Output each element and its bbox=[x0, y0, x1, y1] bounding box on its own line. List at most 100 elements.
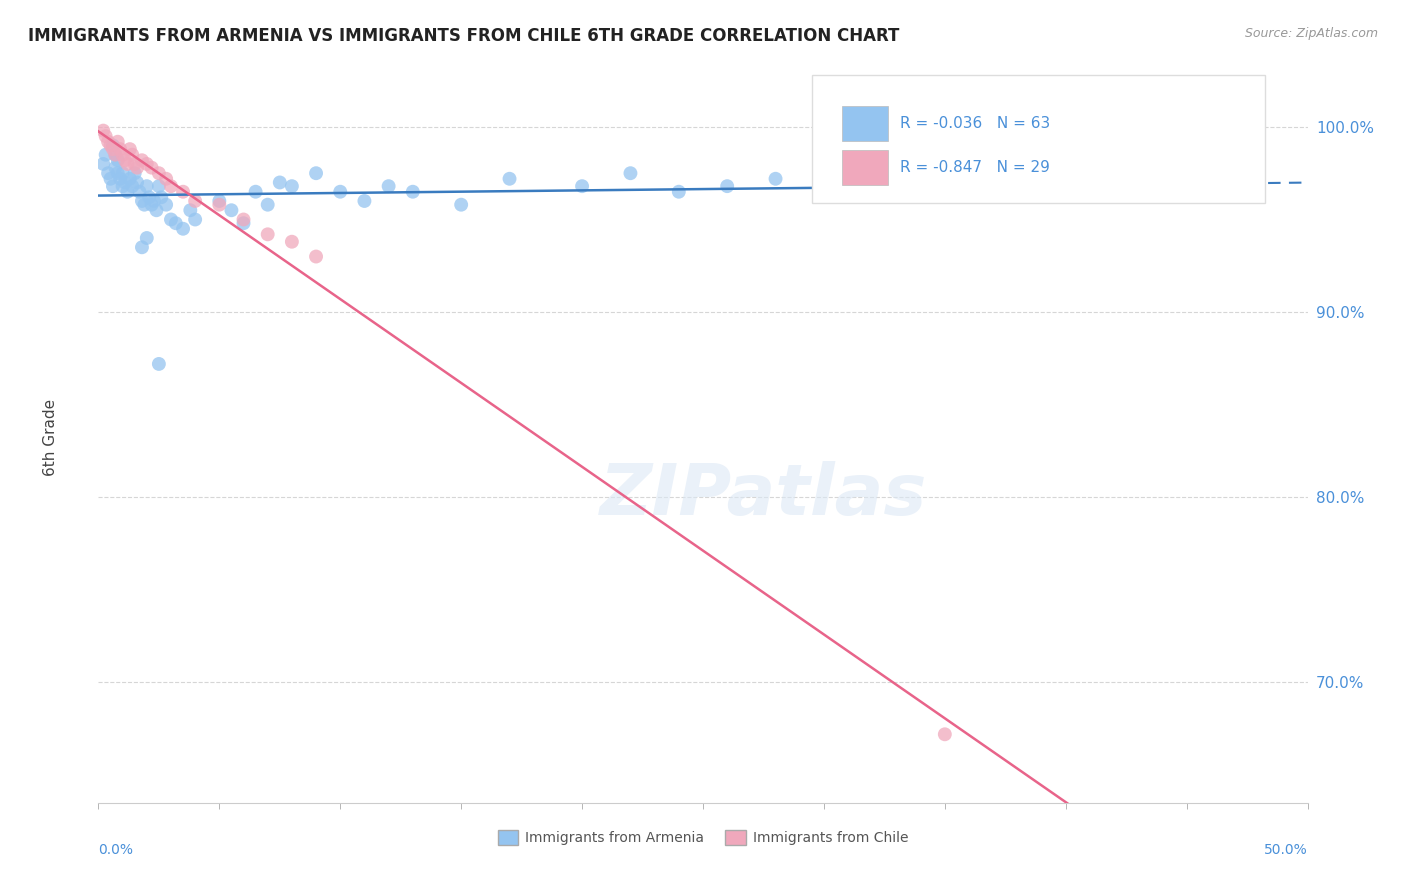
Point bbox=[145, 203, 167, 218]
Point bbox=[107, 153, 129, 168]
Point bbox=[141, 197, 163, 211]
Point bbox=[148, 179, 170, 194]
Point bbox=[232, 216, 254, 230]
Point bbox=[101, 142, 124, 156]
Point bbox=[91, 123, 114, 137]
Point bbox=[353, 194, 375, 208]
Point bbox=[104, 161, 127, 175]
Legend: Immigrants from Armenia, Immigrants from Chile: Immigrants from Armenia, Immigrants from… bbox=[492, 825, 914, 851]
Point bbox=[101, 138, 124, 153]
Point bbox=[121, 147, 143, 161]
Point bbox=[172, 185, 194, 199]
Point bbox=[124, 157, 146, 171]
Point bbox=[716, 179, 738, 194]
Point bbox=[114, 153, 136, 168]
Text: R = -0.847   N = 29: R = -0.847 N = 29 bbox=[900, 160, 1050, 175]
Point bbox=[100, 171, 122, 186]
Point bbox=[138, 190, 160, 204]
Point bbox=[131, 153, 153, 168]
Point bbox=[860, 176, 883, 190]
Point bbox=[377, 179, 399, 194]
Point bbox=[1199, 179, 1222, 194]
Point bbox=[1007, 166, 1029, 180]
Point bbox=[134, 197, 156, 211]
Point bbox=[619, 166, 641, 180]
Point bbox=[668, 185, 690, 199]
Bar bbox=[842, 106, 889, 141]
Point bbox=[281, 179, 304, 194]
Text: IMMIGRANTS FROM ARMENIA VS IMMIGRANTS FROM CHILE 6TH GRADE CORRELATION CHART: IMMIGRANTS FROM ARMENIA VS IMMIGRANTS FR… bbox=[28, 27, 900, 45]
Point bbox=[1102, 185, 1125, 199]
Bar bbox=[842, 150, 889, 185]
Point bbox=[127, 161, 149, 175]
Point bbox=[148, 166, 170, 180]
FancyBboxPatch shape bbox=[811, 75, 1265, 203]
Point bbox=[135, 179, 157, 194]
Point bbox=[111, 147, 134, 161]
Point bbox=[121, 179, 143, 194]
Point bbox=[131, 240, 153, 254]
Point bbox=[329, 185, 352, 199]
Point bbox=[934, 727, 956, 741]
Point bbox=[91, 157, 114, 171]
Point bbox=[104, 147, 127, 161]
Point bbox=[135, 231, 157, 245]
Point bbox=[232, 212, 254, 227]
Text: Source: ZipAtlas.com: Source: ZipAtlas.com bbox=[1244, 27, 1378, 40]
Point bbox=[135, 157, 157, 171]
Point bbox=[765, 171, 787, 186]
Point bbox=[450, 197, 472, 211]
Point bbox=[131, 194, 153, 208]
Text: R = -0.036   N = 63: R = -0.036 N = 63 bbox=[900, 116, 1050, 131]
Point bbox=[108, 142, 131, 156]
Point bbox=[281, 235, 304, 249]
Point bbox=[124, 166, 146, 180]
Point bbox=[118, 171, 141, 186]
Text: 6th Grade: 6th Grade bbox=[42, 399, 58, 475]
Point bbox=[160, 179, 183, 194]
Point bbox=[150, 190, 173, 204]
Point bbox=[184, 212, 207, 227]
Point bbox=[208, 194, 231, 208]
Point bbox=[179, 203, 201, 218]
Point bbox=[165, 216, 187, 230]
Point bbox=[114, 176, 136, 190]
Point bbox=[127, 176, 149, 190]
Point bbox=[107, 166, 129, 180]
Point bbox=[104, 147, 127, 161]
Point bbox=[111, 179, 134, 194]
Text: 50.0%: 50.0% bbox=[1264, 843, 1308, 857]
Point bbox=[910, 179, 932, 194]
Point bbox=[184, 194, 207, 208]
Point bbox=[118, 142, 141, 156]
Point bbox=[160, 212, 183, 227]
Point bbox=[305, 250, 328, 264]
Point bbox=[111, 166, 134, 180]
Point bbox=[498, 171, 520, 186]
Point bbox=[269, 176, 291, 190]
Point bbox=[97, 166, 120, 180]
Point bbox=[117, 157, 139, 171]
Point bbox=[221, 203, 243, 218]
Point bbox=[256, 227, 278, 242]
Point bbox=[155, 197, 177, 211]
Point bbox=[100, 138, 122, 153]
Point bbox=[117, 185, 139, 199]
Point bbox=[143, 194, 166, 208]
Point bbox=[402, 185, 425, 199]
Point bbox=[256, 197, 278, 211]
Point bbox=[571, 179, 593, 194]
Text: 0.0%: 0.0% bbox=[98, 843, 134, 857]
Point bbox=[148, 357, 170, 371]
Point bbox=[94, 129, 117, 144]
Text: ZIPatlas: ZIPatlas bbox=[600, 461, 927, 530]
Point bbox=[141, 161, 163, 175]
Point bbox=[97, 135, 120, 149]
Point bbox=[305, 166, 328, 180]
Point bbox=[245, 185, 267, 199]
Point bbox=[813, 185, 835, 199]
Point bbox=[107, 135, 129, 149]
Point bbox=[172, 221, 194, 235]
Point bbox=[208, 197, 231, 211]
Point bbox=[108, 171, 131, 186]
